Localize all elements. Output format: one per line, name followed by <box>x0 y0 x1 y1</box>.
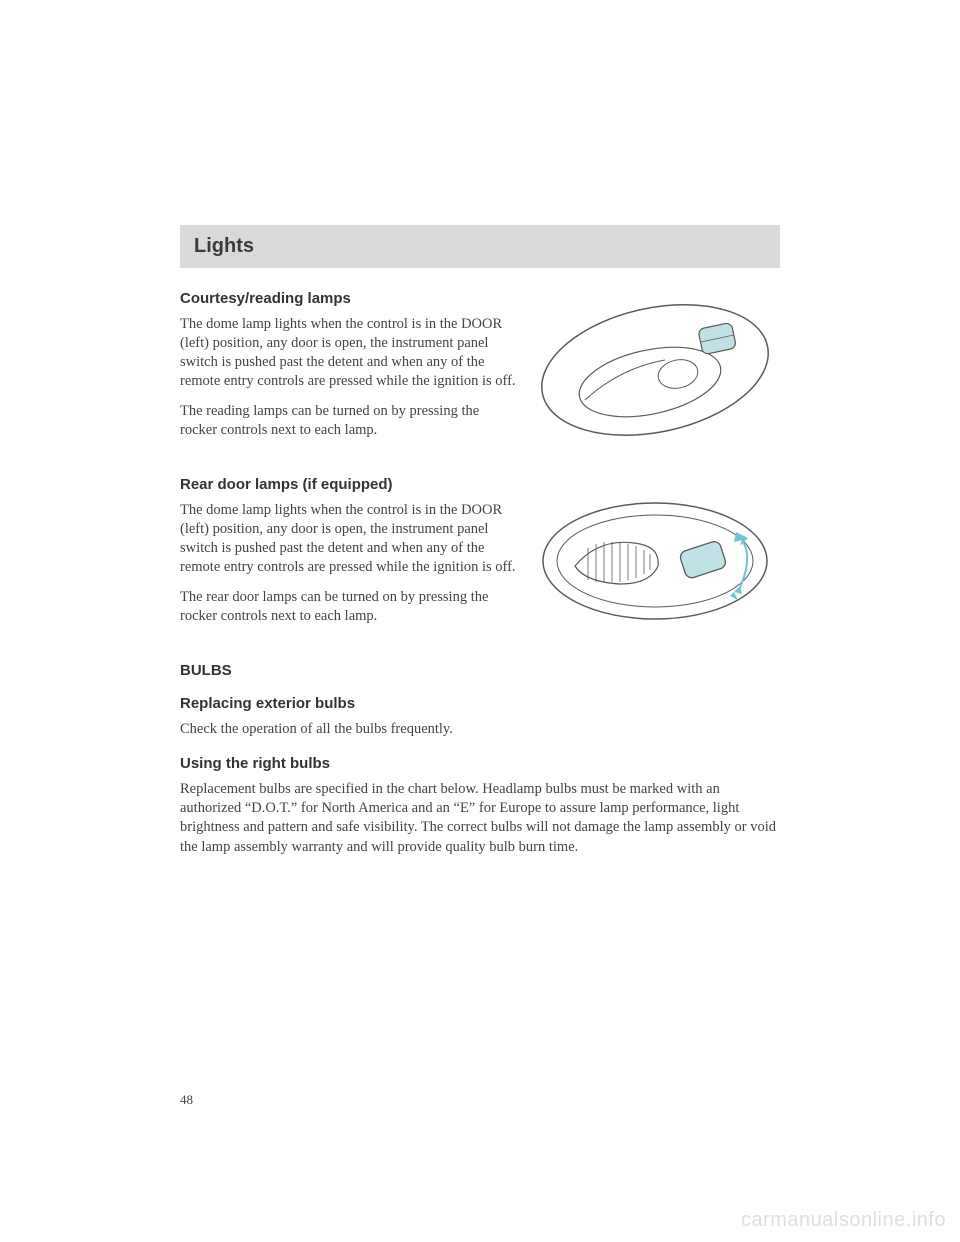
section-bulbs: BULBS <box>180 662 780 679</box>
bulbs-heading: BULBS <box>180 662 780 679</box>
replacing-heading: Replacing exterior bulbs <box>180 695 780 712</box>
right-heading: Using the right bulbs <box>180 755 780 772</box>
rear-illustration <box>530 476 780 646</box>
section-title: Lights <box>194 235 766 258</box>
right-p1: Replacement bulbs are specified in the c… <box>180 780 780 857</box>
section-header-bar: Lights <box>180 225 780 268</box>
rear-text: Rear door lamps (if equipped) The dome l… <box>180 476 516 646</box>
watermark-text: carmanualsonline.info <box>741 1209 946 1232</box>
courtesy-text: Courtesy/reading lamps The dome lamp lig… <box>180 290 516 460</box>
section-right-bulbs: Using the right bulbs Replacement bulbs … <box>180 755 780 857</box>
rear-heading: Rear door lamps (if equipped) <box>180 476 516 493</box>
replacing-p1: Check the operation of all the bulbs fre… <box>180 720 780 739</box>
courtesy-illustration <box>530 290 780 460</box>
rear-p2: The rear door lamps can be turned on by … <box>180 588 516 626</box>
section-replacing: Replacing exterior bulbs Check the opera… <box>180 695 780 739</box>
section-rear: Rear door lamps (if equipped) The dome l… <box>180 476 780 646</box>
courtesy-heading: Courtesy/reading lamps <box>180 290 516 307</box>
rear-lamp-icon <box>530 476 780 646</box>
section-courtesy: Courtesy/reading lamps The dome lamp lig… <box>180 290 780 460</box>
dome-lamp-icon <box>530 290 780 460</box>
courtesy-p2: The reading lamps can be turned on by pr… <box>180 402 516 440</box>
courtesy-p1: The dome lamp lights when the control is… <box>180 315 516 392</box>
page-number: 48 <box>180 1092 193 1108</box>
rear-p1: The dome lamp lights when the control is… <box>180 501 516 578</box>
page-content: Lights Courtesy/reading lamps The dome l… <box>180 225 780 867</box>
